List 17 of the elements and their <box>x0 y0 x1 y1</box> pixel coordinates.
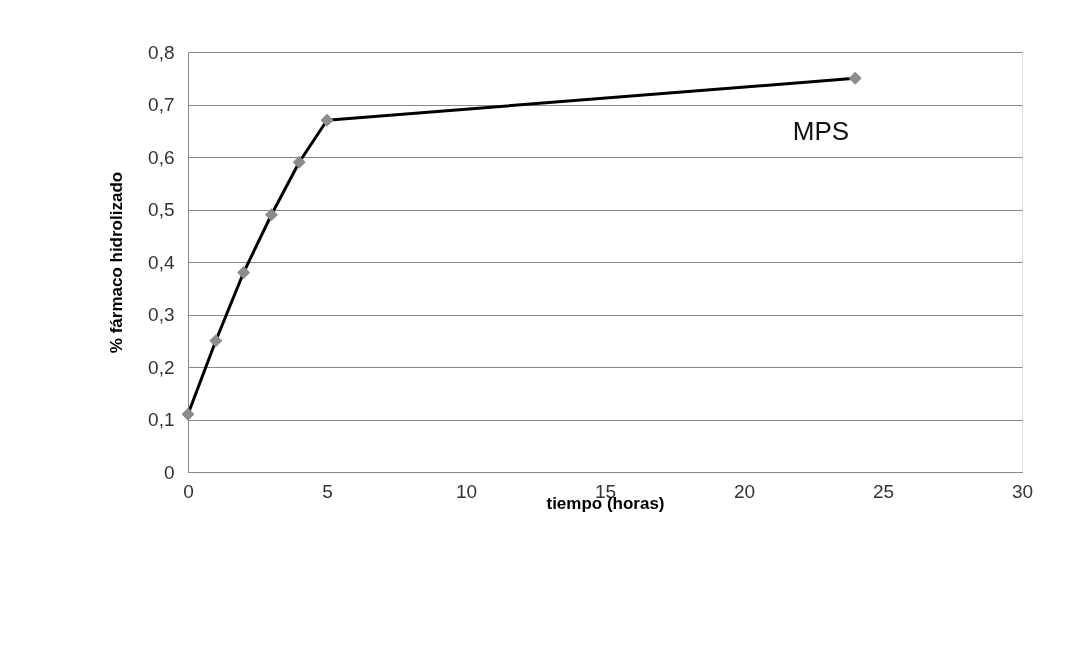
y-axis-title: % fármaco hidrolizado <box>107 171 127 354</box>
x-tick-label: 25 <box>872 480 895 502</box>
x-tick-label: 10 <box>455 480 478 502</box>
x-tick-label: 20 <box>733 480 756 502</box>
x-tick-label: 0 <box>183 480 194 502</box>
y-tick-label: 0,8 <box>148 41 175 63</box>
y-tick-label: 0,6 <box>148 146 175 168</box>
y-tick-label: 0,5 <box>148 199 175 220</box>
y-tick-label: 0,4 <box>148 251 175 273</box>
y-tick-label: 0,3 <box>148 304 175 325</box>
y-tick-label: 0,1 <box>148 409 175 430</box>
series-label: MPS <box>792 116 850 147</box>
y-tick-label: 0,7 <box>148 94 175 115</box>
x-tick-label: 5 <box>322 480 333 502</box>
x-tick-label: 30 <box>1011 480 1034 502</box>
y-tick-label: 0,2 <box>148 356 175 378</box>
y-tick-label: 0 <box>163 461 175 483</box>
